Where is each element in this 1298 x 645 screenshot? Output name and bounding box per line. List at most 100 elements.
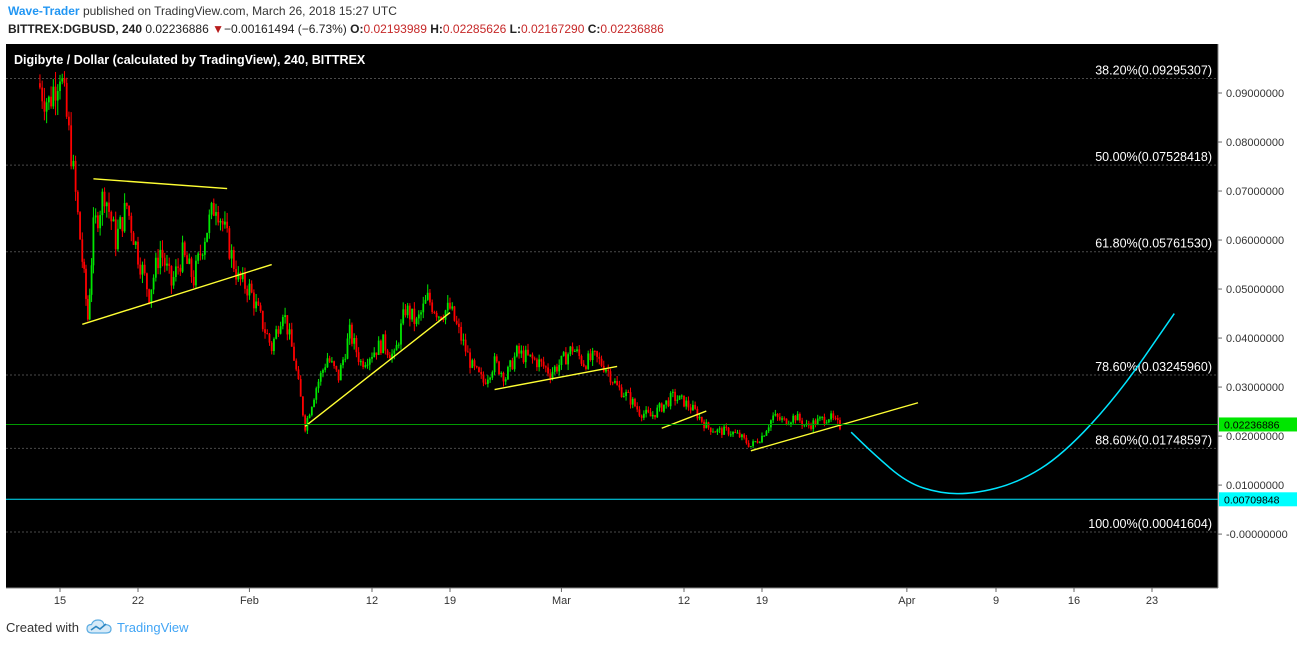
candle-body <box>718 428 721 430</box>
candle-body <box>400 323 402 345</box>
candle-body <box>110 211 113 222</box>
candle-body <box>792 415 795 423</box>
tradingview-brand-link[interactable]: TradingView <box>117 620 189 635</box>
candle-body <box>513 356 516 370</box>
candle-body <box>636 406 639 410</box>
candle-body <box>286 315 289 335</box>
candle-body <box>758 442 761 444</box>
candle-body <box>772 415 775 421</box>
candle-body <box>622 396 625 398</box>
candle-body <box>123 203 126 232</box>
candle-body <box>460 326 463 341</box>
candle-body <box>504 379 507 382</box>
candle-body <box>553 366 556 372</box>
candle-body <box>509 360 512 367</box>
candle-body <box>547 367 549 374</box>
candle-body <box>125 203 128 206</box>
candle-body <box>500 372 503 375</box>
candle-body <box>571 346 574 352</box>
author-link[interactable]: Wave-Trader <box>8 4 80 18</box>
y-tick-label: -0.00000000 <box>1226 529 1288 541</box>
candle-body <box>642 413 645 418</box>
candle-body <box>582 363 585 367</box>
candle-body <box>531 354 534 359</box>
chart-title: Digibyte / Dollar (calculated by Trading… <box>14 53 366 67</box>
candle-body <box>480 372 483 375</box>
candle-body <box>357 352 360 362</box>
x-tick-label: 15 <box>54 595 66 607</box>
chart-header: Wave-Trader published on TradingView.com… <box>0 0 1298 44</box>
candle-body <box>732 431 734 435</box>
candle-body <box>337 369 340 381</box>
candle-body <box>558 364 561 372</box>
high-value: 0.02285626 <box>442 22 507 36</box>
candle-body <box>170 265 173 286</box>
candle-body <box>206 232 208 242</box>
candle-body <box>761 435 763 443</box>
target-price-badge: 0.00709848 <box>1224 494 1280 506</box>
candle-body <box>130 215 133 233</box>
candle-body <box>317 381 320 389</box>
x-tick-label: 19 <box>756 595 768 607</box>
publish-line: Wave-Trader published on TradingView.com… <box>8 4 397 18</box>
x-tick-label: 22 <box>132 595 144 607</box>
tradingview-cloud-icon[interactable] <box>86 618 112 636</box>
candle-body <box>210 203 213 215</box>
candle-body <box>763 435 766 437</box>
x-tick-label: 12 <box>366 595 378 607</box>
candle-body <box>244 272 246 289</box>
candle-body <box>65 82 68 117</box>
candle-body <box>696 408 699 419</box>
chart-area[interactable]: 38.20%(0.09295307) 50.00%(0.07528418) 61.8… <box>0 44 1298 613</box>
candle-body <box>473 360 476 367</box>
candle-body <box>415 318 418 324</box>
candle-body <box>685 400 688 407</box>
candle-body <box>600 358 603 366</box>
fib-level-label: 78.60%(0.03245960) <box>1095 360 1212 374</box>
candle-body <box>698 416 701 419</box>
candle-body <box>669 392 672 407</box>
fib-level-label: 100.00%(0.00041604) <box>1088 517 1212 531</box>
y-tick-label: 0.04000000 <box>1226 333 1284 345</box>
candle-body <box>426 292 429 300</box>
candle-body <box>172 276 175 286</box>
candle-body <box>344 358 347 360</box>
y-tick-label: 0.06000000 <box>1226 235 1284 247</box>
candle-body <box>618 385 621 388</box>
candle-body <box>408 305 411 320</box>
candle-body <box>54 86 57 101</box>
candle-body <box>593 350 596 352</box>
candle-body <box>625 391 627 397</box>
candle-body <box>796 413 799 421</box>
candle-body <box>86 298 89 320</box>
candle-body <box>687 400 690 408</box>
candle-body <box>723 426 726 435</box>
candle-body <box>154 257 157 278</box>
symbol-label: BITTREX:DGBUSD, 240 <box>8 22 143 36</box>
candle-body <box>471 360 474 368</box>
candle-body <box>469 352 471 368</box>
candle-body <box>382 334 385 354</box>
candle-body <box>248 283 251 296</box>
candle-body <box>522 350 525 363</box>
candle-body <box>83 261 86 269</box>
price-chart[interactable]: 38.20%(0.09295307) 50.00%(0.07528418) 61.8… <box>0 44 1298 608</box>
candle-body <box>56 91 59 101</box>
candle-body <box>259 305 262 311</box>
candle-body <box>564 352 567 365</box>
candle-body <box>284 315 286 318</box>
candle-body <box>304 415 307 431</box>
candle-body <box>536 359 538 368</box>
candle-body <box>734 431 737 433</box>
current-price-badge-bg <box>1219 417 1297 432</box>
candle-body <box>393 350 396 354</box>
candle-body <box>638 409 641 416</box>
candle-body <box>489 377 492 380</box>
candle-body <box>754 441 757 443</box>
candle-body <box>119 217 122 229</box>
candle-body <box>654 414 656 418</box>
candle-body <box>330 361 333 363</box>
candle-body <box>150 289 153 303</box>
candle-body <box>433 311 436 313</box>
candle-body <box>830 413 832 420</box>
